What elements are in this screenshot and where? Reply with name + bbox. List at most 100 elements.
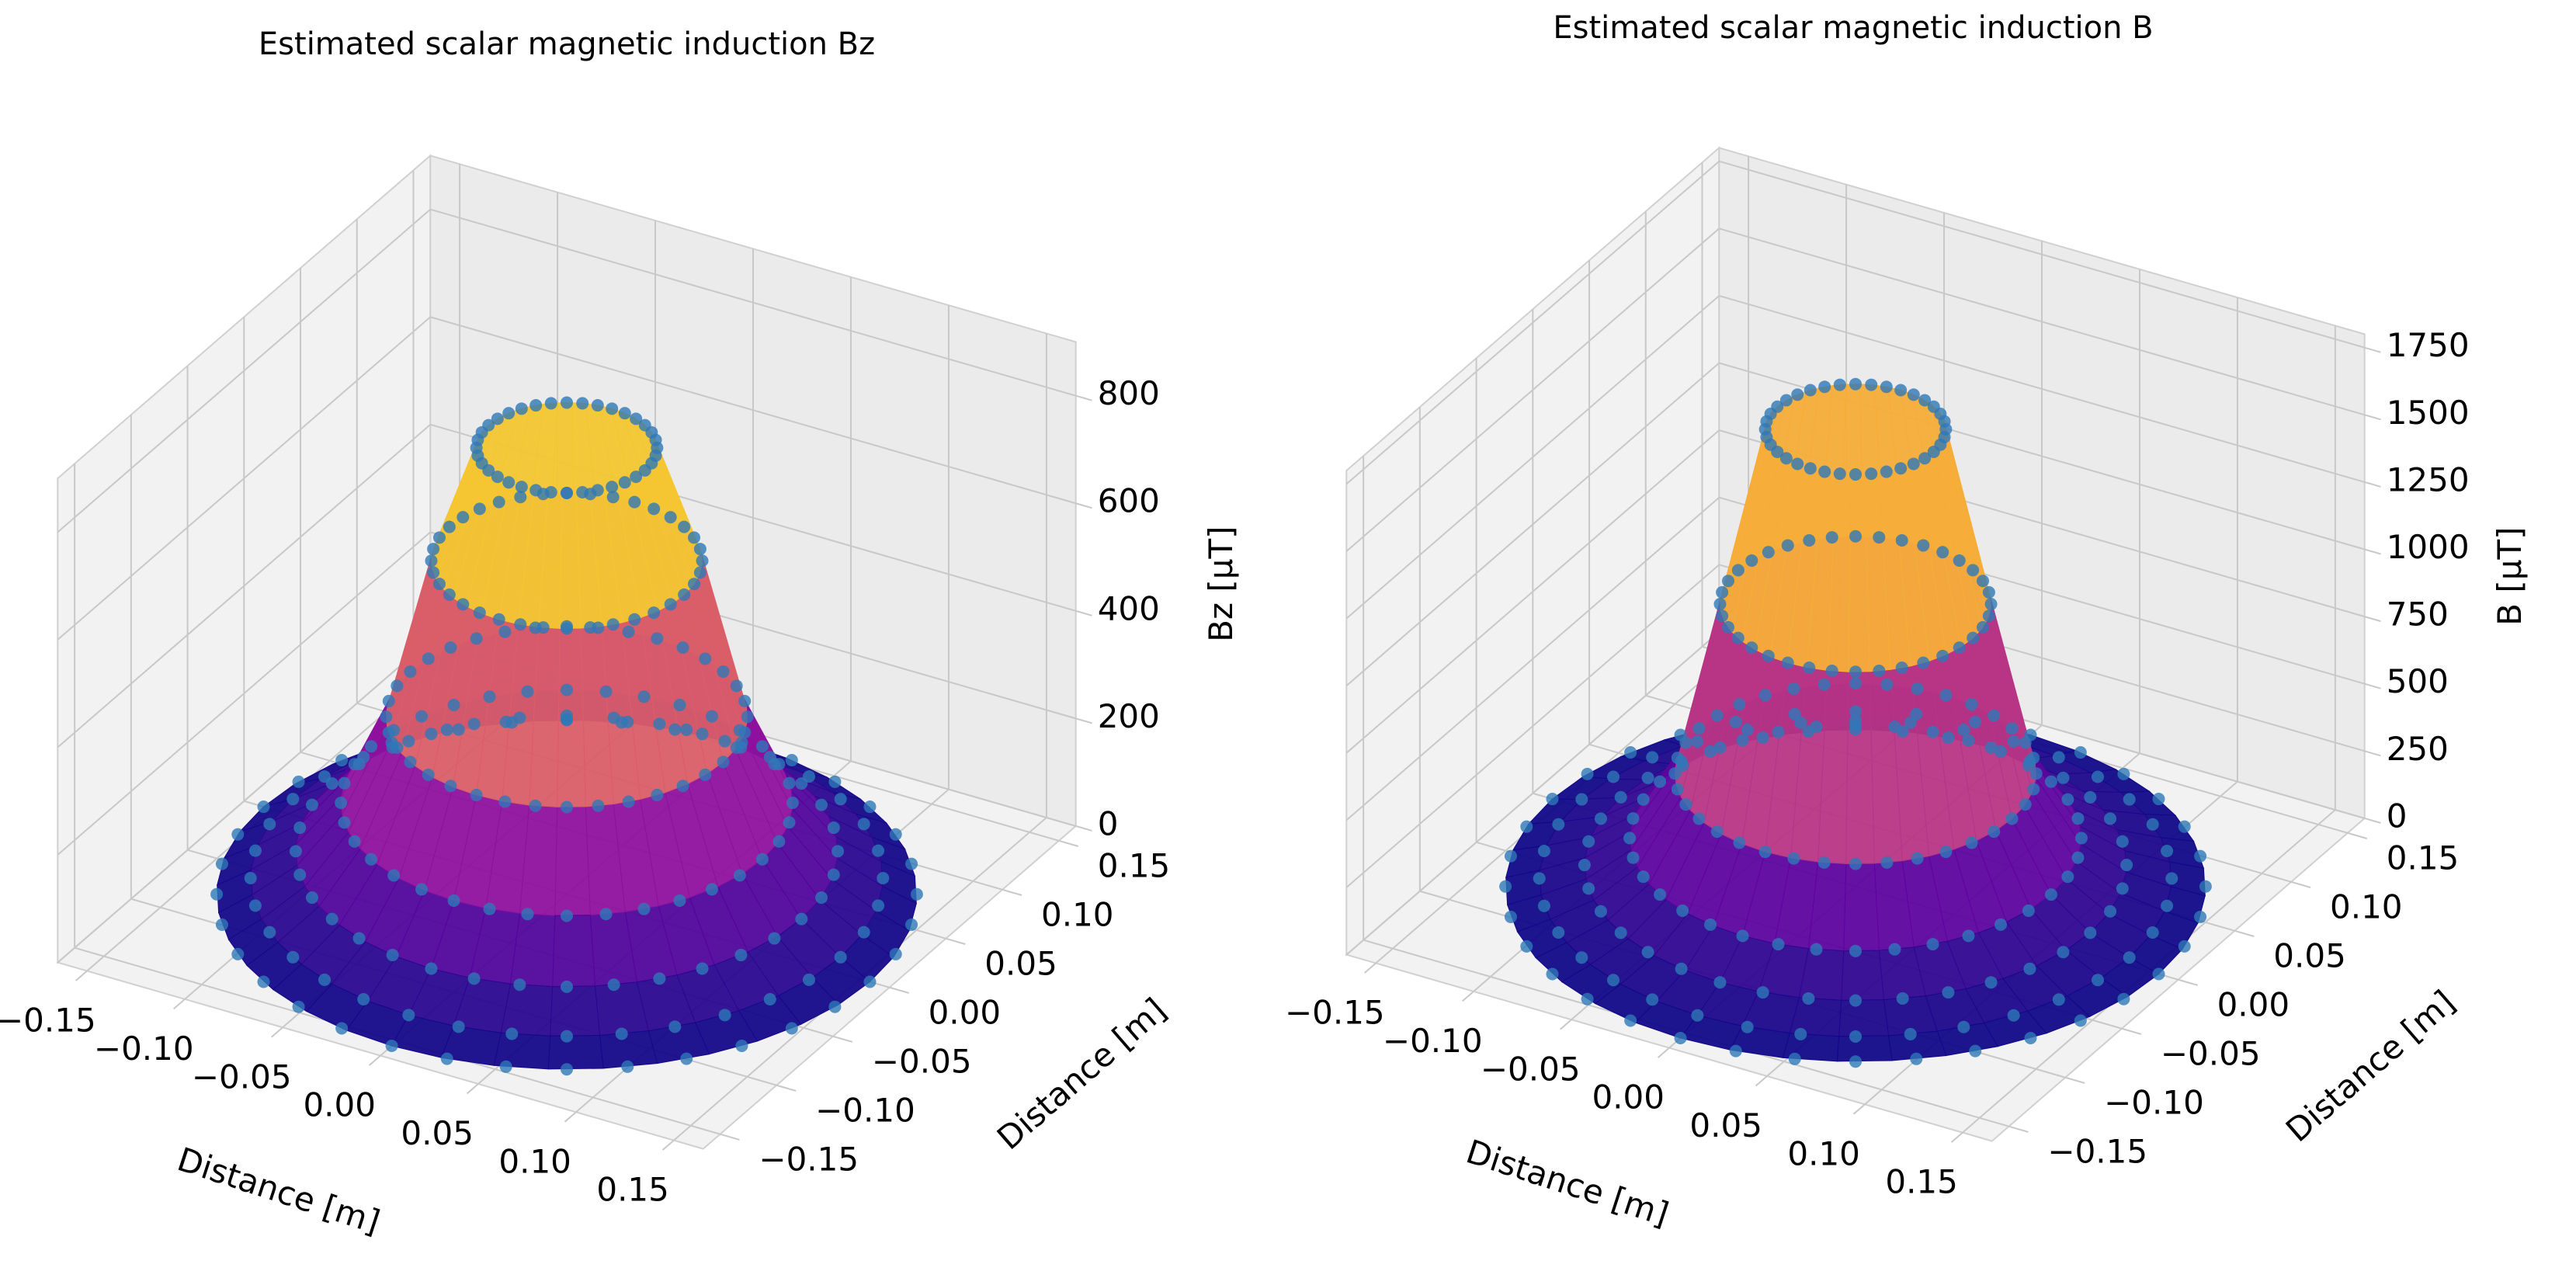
marker — [325, 912, 338, 926]
marker — [718, 1009, 731, 1022]
surface-patch — [1845, 671, 1875, 865]
marker — [872, 844, 885, 857]
marker — [335, 1022, 349, 1035]
tick-mark — [2234, 929, 2255, 937]
marker — [473, 606, 486, 620]
marker — [1710, 825, 1724, 839]
marker — [515, 402, 528, 415]
marker — [335, 754, 349, 767]
marker — [561, 683, 573, 696]
marker — [491, 471, 504, 484]
marker — [1907, 457, 1920, 471]
marker — [404, 755, 417, 769]
marker — [502, 407, 516, 420]
marker — [2152, 967, 2165, 981]
tick-mark — [946, 937, 966, 945]
marker — [1624, 1014, 1637, 1027]
x-tick-label: 0.00 — [1592, 1078, 1665, 1117]
marker — [1520, 820, 1533, 833]
tick-mark — [1755, 1075, 1768, 1087]
y-tick-label: −0.05 — [872, 1042, 972, 1080]
marker — [1691, 735, 1704, 748]
marker — [1594, 812, 1607, 825]
marker — [1762, 649, 1775, 662]
marker — [415, 883, 429, 896]
marker — [491, 412, 504, 425]
tick-mark — [2178, 978, 2198, 986]
marker — [1849, 944, 1862, 957]
marker — [1675, 962, 1688, 975]
tick-mark — [1075, 610, 1092, 616]
marker — [1849, 1030, 1862, 1044]
marker — [1710, 709, 1724, 722]
y-axis-label: Distance [m] — [990, 991, 1173, 1158]
marker — [2074, 746, 2087, 759]
marker — [248, 844, 262, 857]
marker — [470, 788, 483, 801]
marker — [693, 566, 706, 579]
marker — [561, 620, 573, 633]
marker — [514, 618, 527, 631]
marker — [1804, 384, 1817, 397]
y-tick-label: −0.10 — [815, 1091, 915, 1129]
marker — [1818, 465, 1831, 478]
marker — [470, 632, 483, 645]
x-tick-label: 0.15 — [1885, 1163, 1958, 1201]
marker — [1988, 709, 2001, 722]
marker — [763, 750, 776, 763]
marker — [1984, 741, 1998, 754]
tick-mark — [1002, 888, 1022, 896]
marker — [352, 932, 366, 945]
marker — [561, 1063, 573, 1076]
marker — [2194, 910, 2207, 923]
tick-mark — [1559, 1019, 1572, 1030]
marker — [1911, 852, 1924, 865]
marker — [815, 798, 828, 811]
marker — [292, 1000, 305, 1013]
marker — [1788, 1052, 1801, 1065]
marker — [2199, 880, 2212, 893]
marker — [1679, 798, 1692, 811]
marker — [293, 868, 307, 881]
marker — [1880, 678, 1894, 691]
tick-mark — [1657, 1047, 1670, 1058]
marker — [387, 724, 401, 737]
marker — [1674, 728, 1687, 741]
surface-patch — [552, 915, 596, 988]
marker — [680, 723, 693, 736]
marker — [1575, 793, 1588, 806]
tick-mark — [1950, 1131, 1963, 1143]
marker — [1504, 849, 1517, 863]
marker — [521, 685, 534, 698]
marker — [2194, 849, 2207, 863]
marker — [2057, 771, 2070, 784]
marker — [815, 891, 828, 905]
marker — [257, 801, 270, 814]
marker — [1594, 905, 1607, 918]
marker — [1675, 755, 1688, 768]
surface-patch — [1836, 1035, 1893, 1062]
marker — [2044, 775, 2057, 788]
marker — [2123, 951, 2136, 964]
marker — [1982, 610, 1995, 623]
marker — [338, 816, 351, 829]
marker — [231, 947, 245, 960]
marker — [705, 710, 718, 723]
marker — [529, 399, 543, 412]
tick-mark — [1075, 394, 1092, 401]
marker — [688, 578, 701, 591]
marker — [2161, 845, 2174, 858]
marker — [1927, 400, 1940, 413]
tick-mark — [2064, 1076, 2085, 1084]
marker — [215, 918, 228, 931]
marker — [1907, 388, 1920, 401]
marker — [1825, 664, 1838, 677]
marker — [783, 816, 796, 829]
surface-patch — [550, 985, 601, 1037]
marker — [592, 799, 605, 812]
marker — [768, 932, 781, 945]
marker — [1758, 689, 1772, 702]
marker — [1671, 783, 1684, 796]
x-tick-label: −0.05 — [1481, 1050, 1581, 1088]
marker — [357, 992, 370, 1005]
